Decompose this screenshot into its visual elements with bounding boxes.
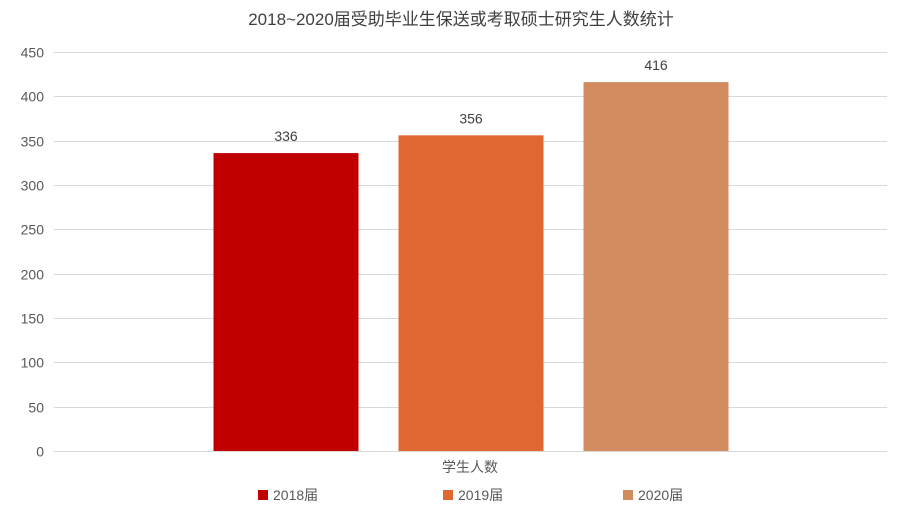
y-tick-label: 100 (21, 355, 45, 371)
y-tick-label: 200 (21, 267, 45, 283)
legend: 2018届 2019届 2020届 (258, 487, 683, 503)
legend-swatch (443, 490, 453, 500)
y-tick-label: 350 (21, 134, 45, 150)
legend-swatch (623, 490, 633, 500)
data-labels: 336 356 416 (274, 57, 668, 144)
y-tick-label: 250 (21, 222, 45, 238)
legend-label: 2019届 (458, 487, 503, 503)
y-tick-label: 400 (21, 89, 45, 105)
data-label: 336 (274, 128, 298, 144)
y-tick-label: 50 (28, 400, 44, 416)
bar (213, 153, 359, 451)
legend-label: 2018届 (273, 487, 318, 503)
bars (213, 82, 729, 451)
y-tick-label: 300 (21, 178, 45, 194)
data-label: 416 (644, 57, 668, 73)
y-tick-label: 0 (36, 444, 44, 460)
y-tick-label: 150 (21, 311, 45, 327)
y-tick-label: 450 (21, 45, 45, 61)
bar (398, 135, 544, 451)
legend-swatch (258, 490, 268, 500)
y-axis-ticks: 0 50 100 150 200 250 300 350 400 450 (21, 45, 45, 460)
legend-label: 2020届 (638, 487, 683, 503)
chart-title: 2018~2020届受助毕业生保送或考取硕士研究生人数统计 (248, 10, 674, 29)
x-category-label: 学生人数 (442, 459, 498, 475)
data-label: 356 (459, 110, 483, 126)
bar (583, 82, 729, 451)
